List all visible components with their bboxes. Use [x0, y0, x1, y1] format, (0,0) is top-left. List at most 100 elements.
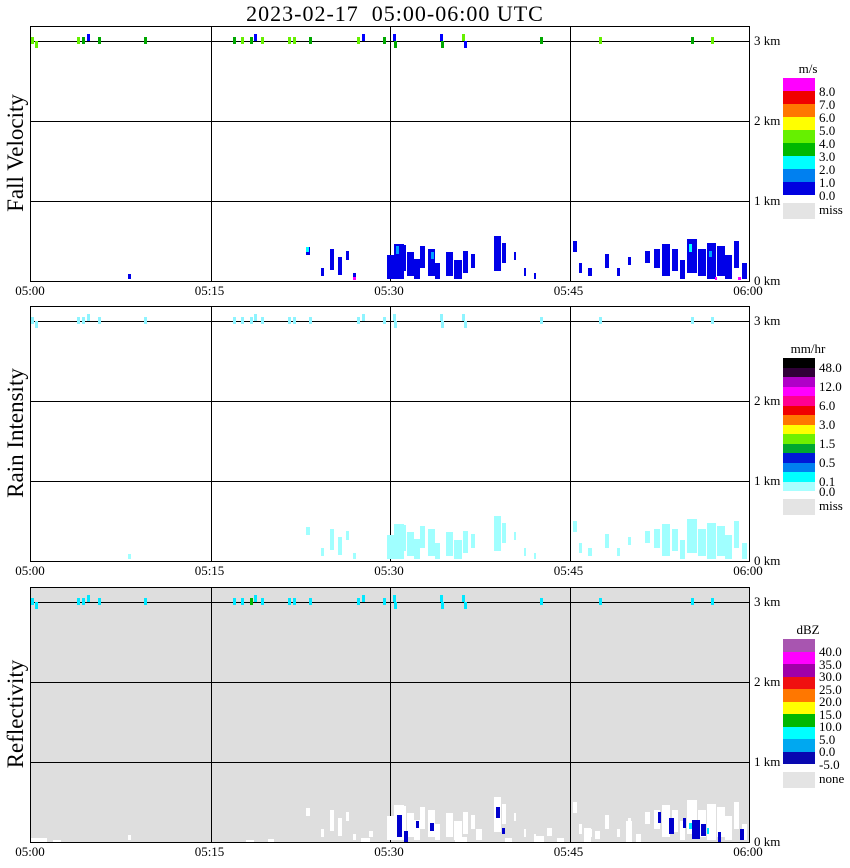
precip-accent-blob	[688, 244, 692, 253]
x-tick-label: 05:00	[15, 844, 45, 859]
cloudbase-mark	[35, 602, 38, 609]
grid-line-1km	[31, 762, 749, 763]
precip-blob	[420, 806, 426, 830]
cloudbase-mark	[383, 598, 387, 605]
precip-blob	[687, 519, 697, 553]
precip-blob	[494, 516, 501, 552]
precip-blob	[52, 839, 62, 842]
colorbar-block	[783, 472, 815, 482]
precip-blob	[616, 829, 620, 838]
precip-blob	[435, 543, 441, 560]
precip-core-blob	[700, 824, 706, 836]
cloudbase-mark	[599, 598, 603, 605]
cloudbase-mark	[599, 37, 603, 44]
colorbar-value-label: 0.0	[819, 483, 836, 499]
precip-blob	[513, 252, 517, 261]
y-tick-label: 3 km	[754, 313, 781, 328]
colorbar-block	[783, 104, 815, 117]
precip-blob	[321, 548, 324, 557]
cloudbase-mark	[31, 37, 34, 44]
cloudbase-mark	[711, 37, 715, 44]
y-tick-label: 2 km	[754, 113, 781, 128]
precip-blob	[513, 813, 517, 822]
cloudbase-mark	[462, 34, 466, 41]
colorbar-value-label: 35.0	[819, 656, 842, 672]
precip-blob	[605, 253, 609, 269]
precip-blob	[636, 834, 642, 842]
x-tick-label: 05:45	[553, 844, 584, 859]
precip-blob	[578, 543, 582, 553]
colorbar-value-label: 48.0	[819, 360, 842, 375]
precip-blob	[476, 829, 482, 841]
precip-blob	[361, 838, 370, 842]
precip-blob	[546, 827, 552, 836]
cloudbase-mark	[462, 595, 466, 602]
cloudbase-mark	[97, 317, 101, 324]
precip-blob	[387, 535, 394, 560]
precip-blob	[428, 249, 435, 277]
x-tick-label: 06:00	[733, 844, 763, 859]
precip-blob	[387, 816, 394, 841]
grid-line-2km	[31, 401, 749, 402]
colorbar-block	[783, 443, 815, 453]
grid-line-3km	[31, 41, 749, 42]
precip-blob	[352, 553, 356, 560]
precip-blob	[413, 819, 421, 841]
cloudbase-mark	[241, 598, 245, 605]
colorbar-unit-label: mm/hr	[790, 341, 826, 356]
colorbar-value-label: 5.0	[819, 731, 836, 747]
colorbar-value-label: 7.0	[819, 96, 836, 112]
precip-blob	[127, 834, 131, 841]
precip-core-blob	[397, 814, 403, 838]
y-tick-label: 0 km	[754, 273, 781, 288]
grid-line-vertical	[570, 27, 571, 281]
colorbar-value-label: 6.0	[819, 109, 836, 125]
precip-blob	[733, 802, 739, 830]
precip-speck-blob	[706, 828, 710, 834]
precip-blob	[605, 814, 609, 830]
y-tick-label: 1 km	[754, 193, 781, 208]
cloudbase-mark	[233, 598, 237, 605]
cloudbase-mark	[392, 595, 396, 602]
colorbar-value-label: 25.0	[819, 681, 842, 697]
precip-blob	[523, 829, 527, 838]
cloudbase-mark	[691, 37, 695, 44]
plot-area-fall-velocity	[30, 26, 750, 282]
precip-blob	[306, 808, 310, 816]
cloudbase-mark	[394, 41, 397, 48]
y-tick-label: 2 km	[754, 393, 781, 408]
y-tick-label: 1 km	[754, 473, 781, 488]
cloudbase-mark	[144, 37, 148, 44]
precip-blob	[406, 532, 415, 557]
precip-blob	[578, 824, 582, 834]
precip-blob	[453, 821, 462, 841]
cloudbase-mark	[260, 317, 264, 324]
colorbar-block	[783, 481, 815, 491]
x-tick-label: 05:00	[15, 563, 45, 578]
precip-blob	[573, 802, 577, 814]
precip-blob	[671, 529, 678, 552]
cloudbase-mark	[86, 595, 90, 602]
precip-blob	[698, 529, 706, 557]
cloudbase-mark	[392, 34, 396, 41]
cloudbase-mark	[287, 37, 291, 44]
precip-accent-blob	[395, 245, 399, 254]
precip-blob	[573, 241, 577, 253]
precip-blob	[687, 239, 697, 273]
precip-blob	[413, 258, 421, 280]
precip-blob	[31, 838, 47, 842]
colorbar-value-label: 0.5	[819, 455, 836, 470]
cloudbase-mark	[383, 317, 387, 324]
cloudbase-mark	[250, 598, 254, 605]
precip-blob	[406, 252, 415, 277]
cloudbase-mark	[441, 321, 445, 328]
precip-blob	[513, 532, 517, 541]
precip-blob	[662, 805, 670, 838]
precip-blob	[471, 533, 475, 549]
cloudbase-mark	[97, 598, 101, 605]
precip-blob	[462, 530, 468, 553]
cloudbase-mark	[250, 37, 254, 44]
cloudbase-mark	[539, 598, 543, 605]
x-tick-label: 05:45	[553, 283, 584, 298]
